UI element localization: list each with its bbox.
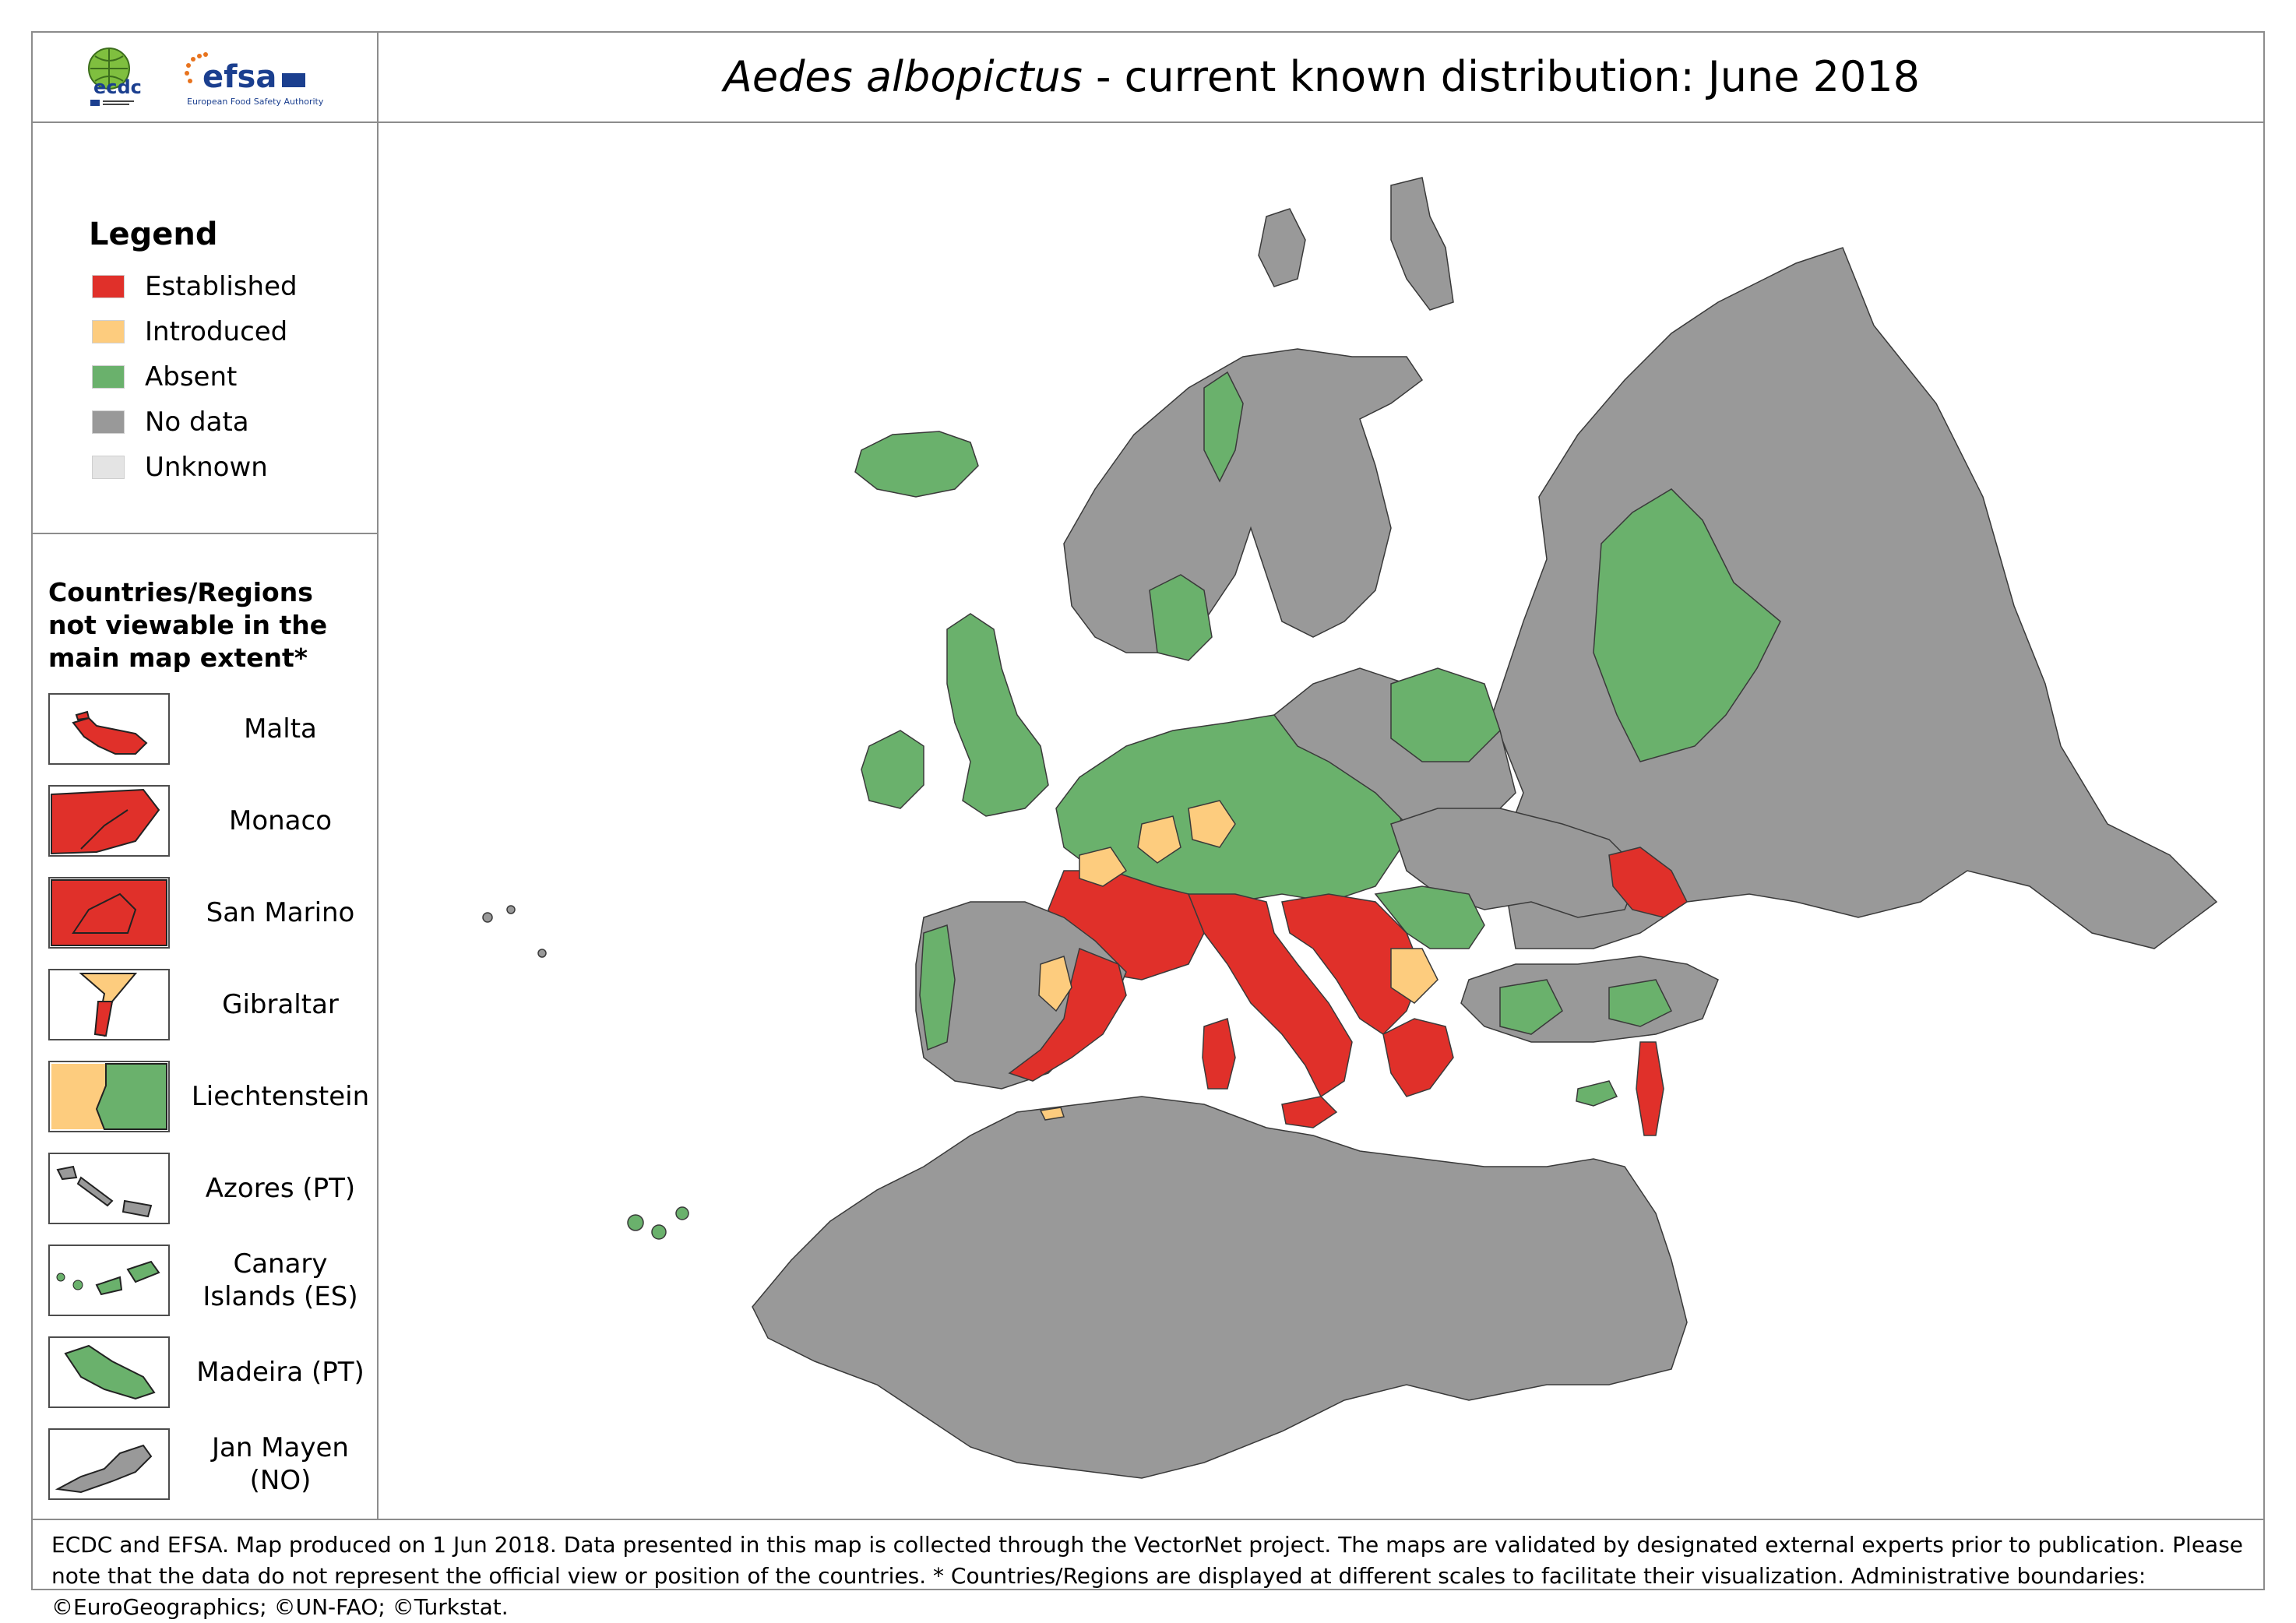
algeria-introduced bbox=[1039, 1107, 1065, 1121]
legend-title: Legend bbox=[89, 217, 218, 252]
inset-gibraltar: Gibraltar bbox=[48, 969, 375, 1040]
malta-inset-map bbox=[48, 693, 170, 765]
jan-mayen-inset-map bbox=[48, 1428, 170, 1500]
legend-label: Introduced bbox=[145, 316, 288, 347]
balkans-established bbox=[1281, 893, 1423, 1035]
balkans-introduced bbox=[1390, 948, 1439, 1004]
atlantic-islands-2 bbox=[651, 1224, 667, 1240]
inset-madeira: Madeira (PT) bbox=[48, 1336, 375, 1408]
inset-label: Monaco bbox=[228, 805, 332, 836]
map-title: Aedes albopictus - current known distrib… bbox=[724, 52, 1920, 101]
legend-item-introduced: Introduced bbox=[92, 316, 287, 347]
inset-liechtenstein: Liechtenstein bbox=[48, 1061, 375, 1132]
inset-label: Azores (PT) bbox=[205, 1173, 356, 1204]
inset-label: San Marino bbox=[206, 897, 355, 928]
greece-established bbox=[1382, 1018, 1454, 1097]
italy-established bbox=[1187, 893, 1353, 1098]
monaco-inset-map bbox=[48, 785, 170, 857]
norway-absent-region bbox=[1203, 371, 1244, 483]
ecdc-logo-text: ecdc bbox=[93, 76, 142, 98]
turkey-absent-2 bbox=[1608, 979, 1673, 1027]
liechtenstein-inset-map bbox=[48, 1061, 170, 1132]
azores-dot-1 bbox=[482, 912, 493, 923]
legend-item-unknown: Unknown bbox=[92, 452, 268, 483]
inset-label: Malta bbox=[244, 713, 317, 745]
legend-label: No data bbox=[145, 407, 249, 438]
sicily bbox=[1281, 1096, 1338, 1128]
ireland bbox=[861, 730, 924, 809]
inset-label: Madeira (PT) bbox=[196, 1357, 364, 1388]
north-africa bbox=[752, 1096, 1688, 1479]
efsa-logo-subtitle: European Food Safety Authority bbox=[187, 97, 324, 107]
russia-black-sea-established bbox=[1608, 847, 1688, 918]
gibraltar-inset-map bbox=[48, 969, 170, 1040]
map-svg: .land { stroke:#3a3a3a; stroke-width:1.5… bbox=[482, 177, 2218, 1479]
madeira-inset-map bbox=[48, 1336, 170, 1408]
footer-note: ECDC and EFSA. Map produced on 1 Jun 201… bbox=[31, 1519, 2265, 1620]
great-britain bbox=[946, 613, 1049, 817]
inset-label: Gibraltar bbox=[222, 989, 339, 1020]
map-title-species: Aedes albopictus bbox=[723, 51, 1083, 101]
france-introduced-2 bbox=[1137, 815, 1181, 864]
novaya-zemlya bbox=[1390, 177, 1454, 311]
germany-introduced bbox=[1188, 800, 1236, 848]
turkey-absent-1 bbox=[1499, 979, 1563, 1035]
legend-item-absent: Absent bbox=[92, 361, 237, 393]
footer-text: ECDC and EFSA. Map produced on 1 Jun 201… bbox=[51, 1532, 2244, 1620]
legend-swatch bbox=[92, 275, 125, 298]
inset-malta: Malta bbox=[48, 693, 375, 765]
legend-label: Unknown bbox=[145, 452, 268, 483]
legend-swatch bbox=[92, 410, 125, 434]
map-frame bbox=[31, 31, 2265, 1590]
russia-region bbox=[1491, 247, 2218, 949]
ecdc-logo: ecdc bbox=[88, 48, 142, 106]
russia-absent-region bbox=[1593, 488, 1781, 762]
efsa-logo: efsa European Food Safety Authority bbox=[185, 52, 324, 107]
legend-item-established: Established bbox=[92, 271, 298, 302]
spain-east-coast-established bbox=[1008, 947, 1127, 1082]
cyprus bbox=[1576, 1080, 1618, 1107]
belarus bbox=[1390, 667, 1501, 762]
main-map: .land { stroke:#3a3a3a; stroke-width:1.5… bbox=[379, 123, 2265, 1519]
atlantic-islands-1 bbox=[627, 1214, 644, 1231]
inset-label: Jan Mayen (NO) bbox=[212, 1432, 349, 1496]
insets-heading: Countries/Regions not viewable in the ma… bbox=[48, 577, 328, 673]
atlantic-islands-3 bbox=[675, 1206, 689, 1220]
legend-label: Established bbox=[145, 271, 298, 302]
azores-dot-2 bbox=[506, 905, 516, 914]
scandinavia bbox=[1063, 348, 1424, 653]
inset-san-marino: San Marino bbox=[48, 877, 375, 949]
legend-swatch bbox=[92, 320, 125, 343]
title-panel: Aedes albopictus - current known distrib… bbox=[379, 31, 2265, 123]
spain-introduced bbox=[1038, 956, 1072, 1012]
svalbard bbox=[1258, 208, 1306, 287]
levant-established bbox=[1636, 1041, 1664, 1136]
portugal-absent bbox=[919, 924, 956, 1051]
legend-swatch bbox=[92, 456, 125, 479]
inset-label: Liechtenstein bbox=[191, 1081, 370, 1112]
efsa-logo-text: efsa bbox=[202, 59, 276, 95]
legend-swatch bbox=[92, 365, 125, 389]
azores-dot-3 bbox=[537, 949, 547, 958]
sweden-absent-region bbox=[1149, 574, 1213, 661]
canary-islands-inset-map bbox=[48, 1245, 170, 1316]
inset-canary-islands: Canary Islands (ES) bbox=[48, 1245, 375, 1316]
legend-label: Absent bbox=[145, 361, 238, 393]
logo-panel: ecdc efsa European Food Safety Authority bbox=[31, 31, 379, 123]
san-marino-inset-map bbox=[48, 877, 170, 949]
legend-divider bbox=[31, 533, 377, 534]
legend-item-no-data: No data bbox=[92, 407, 249, 438]
sardinia bbox=[1202, 1018, 1236, 1090]
inset-label: Canary Islands (ES) bbox=[202, 1248, 358, 1312]
legend-sidebar: Legend Established Introduced Absent No dat… bbox=[31, 123, 379, 1519]
balkans-absent bbox=[1374, 885, 1485, 949]
azores-inset-map bbox=[48, 1153, 170, 1224]
france-introduced-1 bbox=[1079, 847, 1128, 887]
map-title-rest: - current known distribution: June 2018 bbox=[1082, 51, 1921, 101]
iceland bbox=[854, 431, 979, 498]
inset-azores: Azores (PT) bbox=[48, 1153, 375, 1224]
inset-monaco: Monaco bbox=[48, 785, 375, 857]
inset-jan-mayen: Jan Mayen (NO) bbox=[48, 1428, 375, 1500]
